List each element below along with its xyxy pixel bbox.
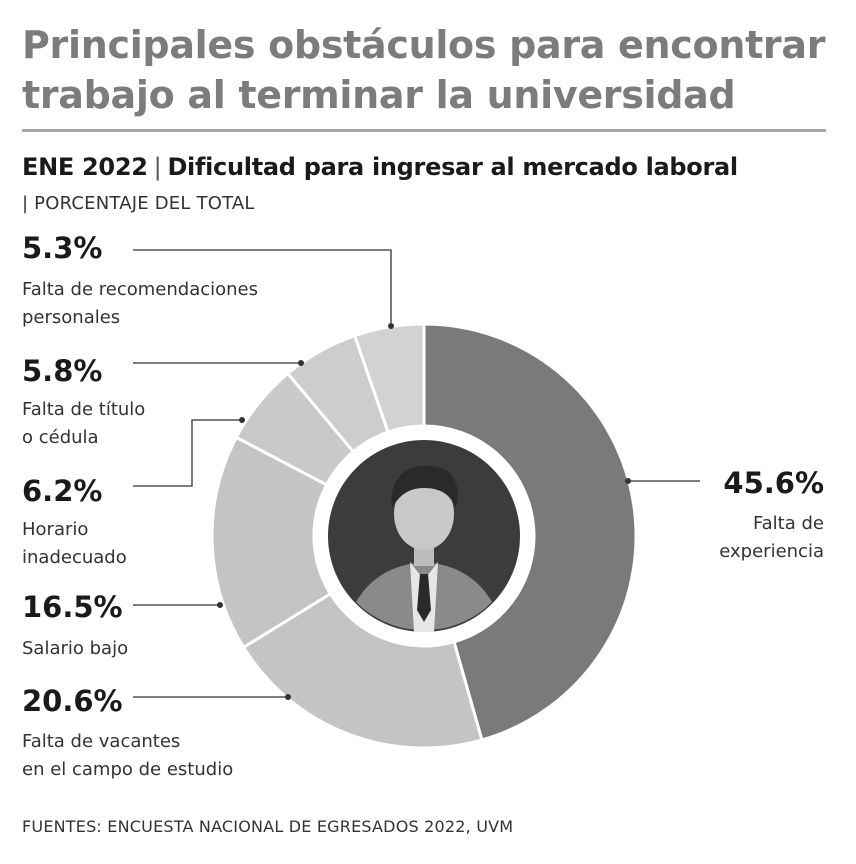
leader-horario-inadecuado-dot bbox=[239, 417, 245, 423]
leader-horario-inadecuado bbox=[133, 419, 242, 487]
leader-falta-de-experiencia-dot bbox=[625, 478, 631, 484]
subtitle-separator: | bbox=[153, 153, 162, 181]
unit-label: | PORCENTAJE DEL TOTAL bbox=[22, 193, 255, 214]
category-label-line: Falta de recomendaciones bbox=[22, 279, 258, 300]
slice-salario-bajo bbox=[210, 435, 333, 650]
category-label-line: o cédula bbox=[22, 427, 99, 448]
value-label-falta-de-recomendaciones-personales: 5.3% bbox=[22, 231, 103, 265]
chart-subtitle: ENE 2022 | Dificultad para ingresar al mer… bbox=[22, 151, 842, 183]
category-label-line: inadecuado bbox=[22, 547, 127, 568]
category-label-line: Horario bbox=[22, 519, 89, 540]
source-note: FUENTES: ENCUESTA NACIONAL DE EGRESADOS … bbox=[22, 817, 514, 836]
value-label-salario-bajo: 16.5% bbox=[22, 590, 123, 624]
value-label-horario-inadecuado: 6.2% bbox=[22, 474, 103, 508]
slice-falta-de-experiencia bbox=[422, 322, 638, 742]
hair bbox=[391, 465, 458, 508]
head bbox=[394, 478, 454, 550]
category-label-line: Falta de vacantes bbox=[22, 731, 181, 752]
category-label-falta-de-vacantes-en-el-campo-de-estudio: Falta de vacantes en el campo de estudio bbox=[22, 728, 233, 784]
category-label-falta-de-experiencia: Falta de experiencia bbox=[719, 510, 824, 566]
donut-slices bbox=[210, 322, 638, 750]
category-label-line: Falta de bbox=[752, 513, 824, 534]
title-divider bbox=[22, 129, 826, 132]
chart-title: Principales obstáculos para encontrar tr… bbox=[22, 23, 826, 117]
leader-salario-bajo-dot bbox=[217, 602, 223, 608]
category-label-line: en el campo de estudio bbox=[22, 759, 234, 780]
leader-falta-de-recomendaciones-personales bbox=[133, 249, 392, 326]
category-label-falta-de-recomendaciones-personales: Falta de recomendaciones personales bbox=[22, 276, 258, 332]
leader-falta-de-titulo-o-cedula-dot bbox=[298, 360, 304, 366]
category-label-line: Salario bajo bbox=[22, 638, 129, 659]
category-label-line: experiencia bbox=[719, 541, 824, 562]
value-label-falta-de-titulo-o-cedula: 5.8% bbox=[22, 354, 103, 388]
value-label-falta-de-experiencia: 45.6% bbox=[723, 466, 824, 500]
subtitle-topic: Dificultad para ingresar al mercado labo… bbox=[167, 153, 738, 181]
subtitle-date: ENE 2022 bbox=[22, 153, 148, 181]
category-label-horario-inadecuado: Horario inadecuado bbox=[22, 516, 127, 572]
category-label-salario-bajo: Salario bajo bbox=[22, 635, 128, 663]
category-label-falta-de-titulo-o-cedula: Falta de título o cédula bbox=[22, 396, 145, 452]
category-label-line: personales bbox=[22, 307, 121, 328]
slice-falta-de-recomendaciones-personales bbox=[352, 322, 426, 434]
necktie bbox=[417, 574, 431, 622]
slice-falta-de-vacantes-en-el-campo-de-estudio bbox=[241, 591, 484, 750]
leader-lines bbox=[133, 249, 700, 700]
leader-falta-de-vacantes-en-el-campo-de-estudio-dot bbox=[285, 694, 291, 700]
leader-falta-de-recomendaciones-personales-dot bbox=[388, 323, 394, 329]
category-label-line: Falta de título bbox=[22, 399, 146, 420]
person-in-suit-icon bbox=[328, 440, 520, 632]
value-label-falta-de-vacantes-en-el-campo-de-estudio: 20.6% bbox=[22, 684, 123, 718]
